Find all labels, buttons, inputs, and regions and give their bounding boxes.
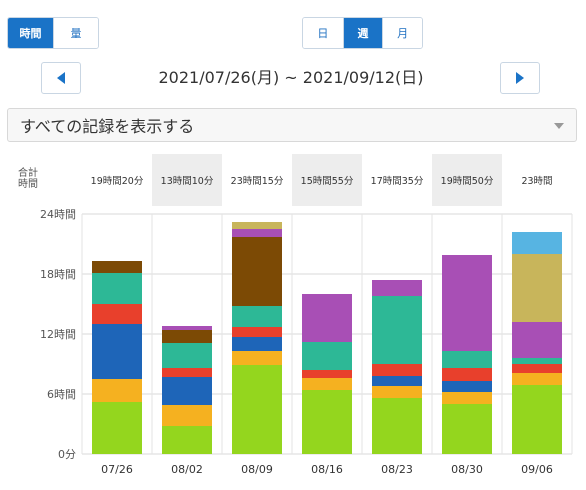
y-tick-label-1: 6時間 [47,388,76,401]
chevron-left-icon [57,72,65,84]
bar-08-30-segment-0[interactable] [442,404,492,454]
y-tick-label-3: 18時間 [40,268,76,281]
bar-08-30-segment-2[interactable] [442,381,492,392]
bar-08-09-segment-1[interactable] [232,351,282,365]
bar-08-02-segment-4[interactable] [162,343,212,368]
y-tick-label-0: 0分 [58,448,76,461]
bar-08-23-segment-2[interactable] [372,376,422,386]
bar-08-16-segment-4[interactable] [302,294,352,342]
bar-09-06-segment-6[interactable] [512,232,562,254]
bar-08-09-segment-2[interactable] [232,337,282,351]
week-total-6: 23時間 [521,176,553,187]
week-total-3: 15時間55分 [292,154,362,206]
x-tick-label-3: 08/16 [311,463,343,476]
record-filter-value: すべての記録を表示する [20,117,195,136]
chart-svg: 0分 6時間 12時間 18時間 24時間 07/26 08/02 08/09 08/16 08/… [40,208,573,476]
bar-08-02-segment-1[interactable] [162,405,212,426]
bar-08-02-segment-0[interactable] [162,426,212,454]
week-total-4: 17時間35分 [370,176,424,187]
bar-08-02-segment-2[interactable] [162,377,212,405]
week-total-5: 19時間50分 [432,154,502,206]
y-tick-label-2: 12時間 [40,328,76,341]
bar-08-16-segment-3[interactable] [302,342,352,370]
record-filter-select[interactable]: すべての記録を表示する [7,108,577,142]
mode-toggle: 時間 量 [7,17,99,49]
x-tick-label-4: 08/23 [381,463,413,476]
bar-08-23-segment-0[interactable] [372,398,422,454]
bar-08-02-segment-3[interactable] [162,368,212,377]
bar-09-06-segment-0[interactable] [512,385,562,454]
previous-period-button[interactable] [41,62,81,94]
bar-07-26-segment-0[interactable] [92,402,142,454]
date-range-label: 2021/07/26(月) ~ 2021/09/12(日) [158,68,424,87]
bar-08-23-segment-3[interactable] [372,364,422,376]
period-option-month[interactable]: 月 [382,18,422,48]
chevron-right-icon [516,72,524,84]
bar-08-16-segment-0[interactable] [302,390,352,454]
mode-option-time[interactable]: 時間 [8,18,53,48]
next-period-button[interactable] [500,62,540,94]
bar-09-06-segment-4[interactable] [512,322,562,358]
y-tick-label-4: 24時間 [40,208,76,221]
x-tick-label-0: 07/26 [101,463,133,476]
bar-08-16-segment-2[interactable] [302,370,352,378]
bar-08-09-segment-3[interactable] [232,327,282,337]
weekly-totals-row: 合計時間 19時間20分 13時間10分 23時間15分 15時間55分 17時間35分… [7,154,582,206]
bar-07-26-segment-1[interactable] [92,379,142,402]
bar-08-09-segment-7[interactable] [232,222,282,229]
bar-08-02-segment-6[interactable] [162,326,212,330]
week-total-0: 19時間20分 [90,176,144,187]
bar-09-06-segment-3[interactable] [512,358,562,364]
bar-08-09-segment-6[interactable] [232,229,282,237]
bar-08-09-segment-4[interactable] [232,306,282,327]
week-total-2: 23時間15分 [230,176,284,187]
bar-08-09-segment-5[interactable] [232,237,282,306]
dropdown-arrow-icon [554,123,564,129]
bar-08-30-segment-1[interactable] [442,392,492,404]
bar-07-26-segment-2[interactable] [92,324,142,379]
bar-09-06-segment-2[interactable] [512,364,562,373]
bar-08-30-segment-4[interactable] [442,351,492,368]
x-tick-label-2: 08/09 [241,463,273,476]
bar-08-02-segment-5[interactable] [162,330,212,343]
period-option-day[interactable]: 日 [303,18,343,48]
x-tick-label-1: 08/02 [171,463,203,476]
bar-07-26-segment-3[interactable] [92,304,142,324]
stacked-bar-chart: 0分 6時間 12時間 18時間 24時間 07/26 08/02 08/09 08/16 08/… [0,206,586,490]
bar-08-23-segment-4[interactable] [372,296,422,364]
bar-08-23-segment-1[interactable] [372,386,422,398]
bar-07-26-segment-5[interactable] [92,261,142,273]
period-option-week[interactable]: 週 [342,18,383,48]
week-total-1: 13時間10分 [152,154,222,206]
totals-label: 合計時間 [18,168,38,190]
bar-09-06-segment-1[interactable] [512,373,562,385]
bar-08-16-segment-1[interactable] [302,378,352,390]
x-tick-label-6: 09/06 [521,463,553,476]
bar-08-09-segment-0[interactable] [232,365,282,454]
bar-07-26-segment-4[interactable] [92,273,142,304]
bar-08-30-segment-3[interactable] [442,368,492,381]
bar-08-23-segment-5[interactable] [372,280,422,296]
mode-option-amount[interactable]: 量 [52,18,98,48]
period-toggle: 日 週 月 [302,17,423,49]
bar-08-30-segment-5[interactable] [442,255,492,351]
bar-09-06-segment-5[interactable] [512,254,562,322]
x-tick-label-5: 08/30 [451,463,483,476]
